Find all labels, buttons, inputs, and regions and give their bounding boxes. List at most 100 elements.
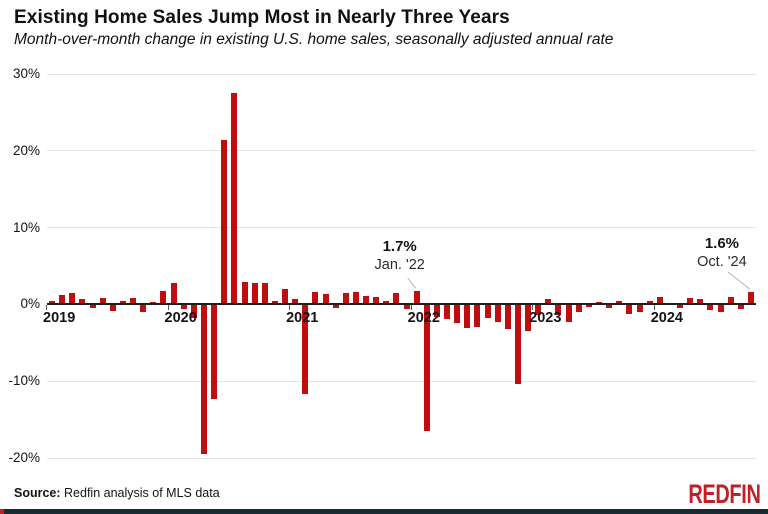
year-tick xyxy=(410,305,412,311)
y-axis-label: -20% xyxy=(8,450,40,465)
bar xyxy=(616,300,623,305)
bar xyxy=(160,290,167,305)
gridline xyxy=(47,457,756,459)
redfin-logo: REDFIN xyxy=(687,479,761,509)
bar xyxy=(514,305,521,384)
bar xyxy=(109,305,116,311)
bar xyxy=(403,305,410,310)
year-tick xyxy=(167,305,169,311)
bar xyxy=(261,282,268,305)
bar xyxy=(190,305,197,319)
bar xyxy=(352,292,359,305)
bar xyxy=(312,292,319,305)
bar xyxy=(433,305,440,317)
annotation: 1.7% Jan. '22 xyxy=(355,238,445,274)
bar xyxy=(200,305,207,454)
bar xyxy=(413,291,420,305)
year-tick xyxy=(653,305,655,311)
annotation: 1.6% Oct. '24 xyxy=(677,235,767,271)
year-tick xyxy=(289,305,291,311)
bar xyxy=(332,305,339,308)
bar xyxy=(474,305,481,328)
year-tick xyxy=(46,305,47,311)
y-axis-label: 20% xyxy=(12,142,40,158)
bar xyxy=(150,301,157,305)
zero-axis-line xyxy=(47,303,756,306)
bar xyxy=(59,295,66,305)
bar xyxy=(373,297,380,305)
bar xyxy=(555,305,562,316)
bar xyxy=(454,305,461,324)
source-text: Redfin analysis of MLS data xyxy=(60,486,220,500)
year-label: 2020 xyxy=(164,310,197,327)
bottom-strip xyxy=(0,509,768,514)
bar xyxy=(119,300,126,305)
bar xyxy=(342,293,349,305)
bar xyxy=(271,301,278,305)
year-tick xyxy=(532,305,534,311)
year-label: 2023 xyxy=(529,310,562,327)
bar xyxy=(99,298,106,305)
bar xyxy=(89,305,96,308)
year-label: 2021 xyxy=(286,310,319,327)
bar xyxy=(747,292,754,305)
bar xyxy=(656,296,663,305)
bar xyxy=(221,140,228,305)
bar xyxy=(636,305,643,312)
bar xyxy=(575,305,582,313)
bar xyxy=(606,305,613,309)
bar xyxy=(241,282,248,305)
brand-accent xyxy=(0,509,4,514)
annotation-value: 1.6% xyxy=(704,235,740,252)
bar xyxy=(231,93,238,305)
bar xyxy=(302,305,309,394)
gridline xyxy=(47,150,756,152)
bar xyxy=(292,299,299,305)
bar xyxy=(69,292,76,305)
bar xyxy=(363,295,370,305)
bar xyxy=(140,305,147,312)
bar xyxy=(464,305,471,329)
y-axis-label: 0% xyxy=(20,296,40,312)
y-axis-label: 10% xyxy=(12,219,40,235)
annotation-date: Oct. '24 xyxy=(697,254,747,270)
bar xyxy=(717,305,724,313)
bar xyxy=(697,299,704,305)
annotation-value: 1.7% xyxy=(382,238,417,255)
year-label: 2022 xyxy=(407,310,440,327)
bar xyxy=(282,289,289,305)
gridline xyxy=(47,227,756,229)
bar xyxy=(687,298,694,305)
gridline xyxy=(47,380,756,382)
bar xyxy=(444,305,451,320)
bar xyxy=(251,282,258,305)
bar xyxy=(707,305,714,311)
bar xyxy=(170,282,177,305)
bar xyxy=(393,292,400,305)
bar xyxy=(504,305,511,329)
bar xyxy=(79,299,86,305)
bar xyxy=(494,305,501,323)
bar xyxy=(565,305,572,323)
bar xyxy=(737,305,744,310)
bar xyxy=(646,300,653,305)
bar xyxy=(677,305,684,309)
bar xyxy=(130,298,137,305)
bar xyxy=(383,300,390,305)
bar xyxy=(180,305,187,310)
page-title: Existing Home Sales Jump Most in Nearly … xyxy=(14,7,510,28)
bar xyxy=(525,305,532,331)
annotation-date: Jan. '22 xyxy=(374,257,425,273)
bar xyxy=(535,305,542,316)
bar xyxy=(727,297,734,305)
source-line: Source: Redfin analysis of MLS data xyxy=(14,486,220,500)
y-axis-label: -10% xyxy=(8,373,40,389)
bar xyxy=(585,305,592,307)
bar xyxy=(596,302,602,305)
bar xyxy=(211,305,218,400)
year-label: 2024 xyxy=(650,310,683,327)
bar xyxy=(545,298,552,305)
bar xyxy=(49,301,56,305)
gridline xyxy=(47,73,756,75)
